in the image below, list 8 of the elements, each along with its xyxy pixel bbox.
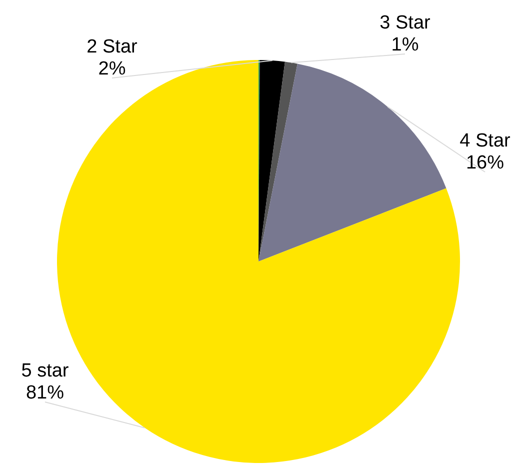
slice-label: 5 star xyxy=(21,360,70,382)
slice-label: 3 Star xyxy=(380,12,432,34)
slice-label: 4 Star xyxy=(460,130,512,152)
data-label: 2% xyxy=(98,58,126,80)
data-label: 1% xyxy=(391,34,419,56)
data-label: 16% xyxy=(466,152,504,174)
data-label: 81% xyxy=(26,382,64,404)
slice-label: 2 Star xyxy=(86,36,138,58)
